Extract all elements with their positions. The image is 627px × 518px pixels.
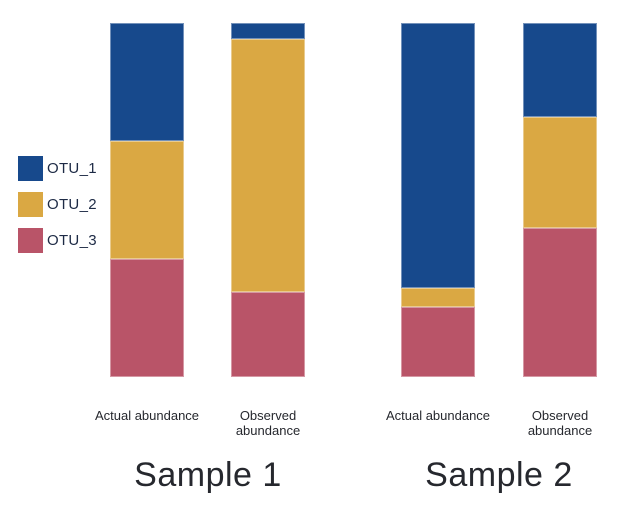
bar-segment-otu_2	[110, 140, 184, 260]
legend-label-otu-1: OTU_1	[47, 160, 97, 177]
bar-sample1-actual	[110, 23, 184, 377]
group-title-sample-1: Sample 1	[134, 456, 282, 494]
bar-segment-otu_2	[401, 288, 475, 308]
axis-label-sample2-actual: Actual abundance	[385, 408, 491, 423]
legend-item-otu-3: OTU_3	[18, 228, 97, 253]
bar-segment-otu_3	[401, 307, 475, 377]
bar-segment-otu_1	[523, 23, 597, 118]
bar-segment-otu_3	[231, 292, 305, 377]
legend-swatch-otu-3	[18, 228, 43, 253]
legend-label-otu-2: OTU_2	[47, 196, 97, 213]
legend-swatch-otu-2	[18, 192, 43, 217]
bar-segment-otu_3	[110, 259, 184, 377]
legend-item-otu-2: OTU_2	[18, 192, 97, 217]
legend-label-otu-3: OTU_3	[47, 232, 97, 249]
bar-sample1-observed	[231, 23, 305, 377]
legend-item-otu-1: OTU_1	[18, 156, 97, 181]
group-title-sample-2: Sample 2	[425, 456, 573, 494]
legend-swatch-otu-1	[18, 156, 43, 181]
axis-label-sample1-observed: Observed abundance	[235, 408, 301, 438]
bar-segment-otu_3	[523, 227, 597, 377]
bar-segment-otu_1	[401, 23, 475, 289]
axis-label-sample1-actual: Actual abundance	[94, 408, 200, 423]
bar-sample2-actual	[401, 23, 475, 377]
bar-segment-otu_2	[231, 38, 305, 293]
bar-segment-otu_1	[110, 23, 184, 141]
bar-segment-otu_2	[523, 117, 597, 228]
bar-segment-otu_1	[231, 23, 305, 39]
bar-sample2-observed	[523, 23, 597, 377]
axis-label-sample2-observed: Observed abundance	[527, 408, 593, 438]
